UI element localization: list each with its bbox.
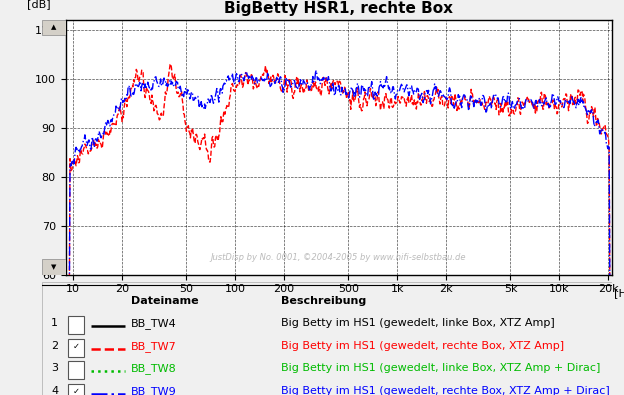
Text: ✓: ✓ — [72, 387, 79, 395]
Text: BB_TW4: BB_TW4 — [130, 318, 177, 329]
Text: 1: 1 — [51, 318, 58, 329]
Text: BB_TW9: BB_TW9 — [130, 386, 177, 395]
Text: Dateiname: Dateiname — [130, 296, 198, 306]
Bar — [68, 361, 84, 379]
Text: 2: 2 — [51, 341, 58, 351]
Text: Beschreibung: Beschreibung — [281, 296, 367, 306]
Text: 3: 3 — [51, 363, 58, 374]
Text: ▲: ▲ — [51, 24, 57, 30]
Text: ▼: ▼ — [51, 264, 57, 270]
Bar — [68, 384, 84, 395]
Text: BB_TW7: BB_TW7 — [130, 341, 177, 352]
Text: BB_TW8: BB_TW8 — [130, 363, 177, 374]
Bar — [42, 20, 66, 35]
Text: JustDisp by No. 0001, ©2004-2005 by www.hifi-selbstbau.de: JustDisp by No. 0001, ©2004-2005 by www.… — [211, 253, 466, 262]
Text: ✓: ✓ — [72, 342, 79, 351]
Bar — [68, 339, 84, 357]
Text: Big Betty im HS1 (gewedelt, rechte Box, XTZ Amp]: Big Betty im HS1 (gewedelt, rechte Box, … — [281, 341, 565, 351]
Bar — [42, 259, 66, 275]
Text: Big Betty im HS1 (gewedelt, linke Box, XTZ Amp]: Big Betty im HS1 (gewedelt, linke Box, X… — [281, 318, 555, 329]
Text: [dB]: [dB] — [27, 0, 51, 9]
Title: BigBetty HSR1, rechte Box: BigBetty HSR1, rechte Box — [224, 1, 453, 16]
Text: 4: 4 — [51, 386, 58, 395]
Text: Big Betty im HS1 (gewedelt, linke Box, XTZ Amp + Dirac]: Big Betty im HS1 (gewedelt, linke Box, X… — [281, 363, 601, 374]
Text: Big Betty im HS1 (gewedelt, rechte Box, XTZ Amp + Dirac]: Big Betty im HS1 (gewedelt, rechte Box, … — [281, 386, 610, 395]
Bar — [68, 316, 84, 334]
Text: [Hz]: [Hz] — [614, 288, 624, 299]
